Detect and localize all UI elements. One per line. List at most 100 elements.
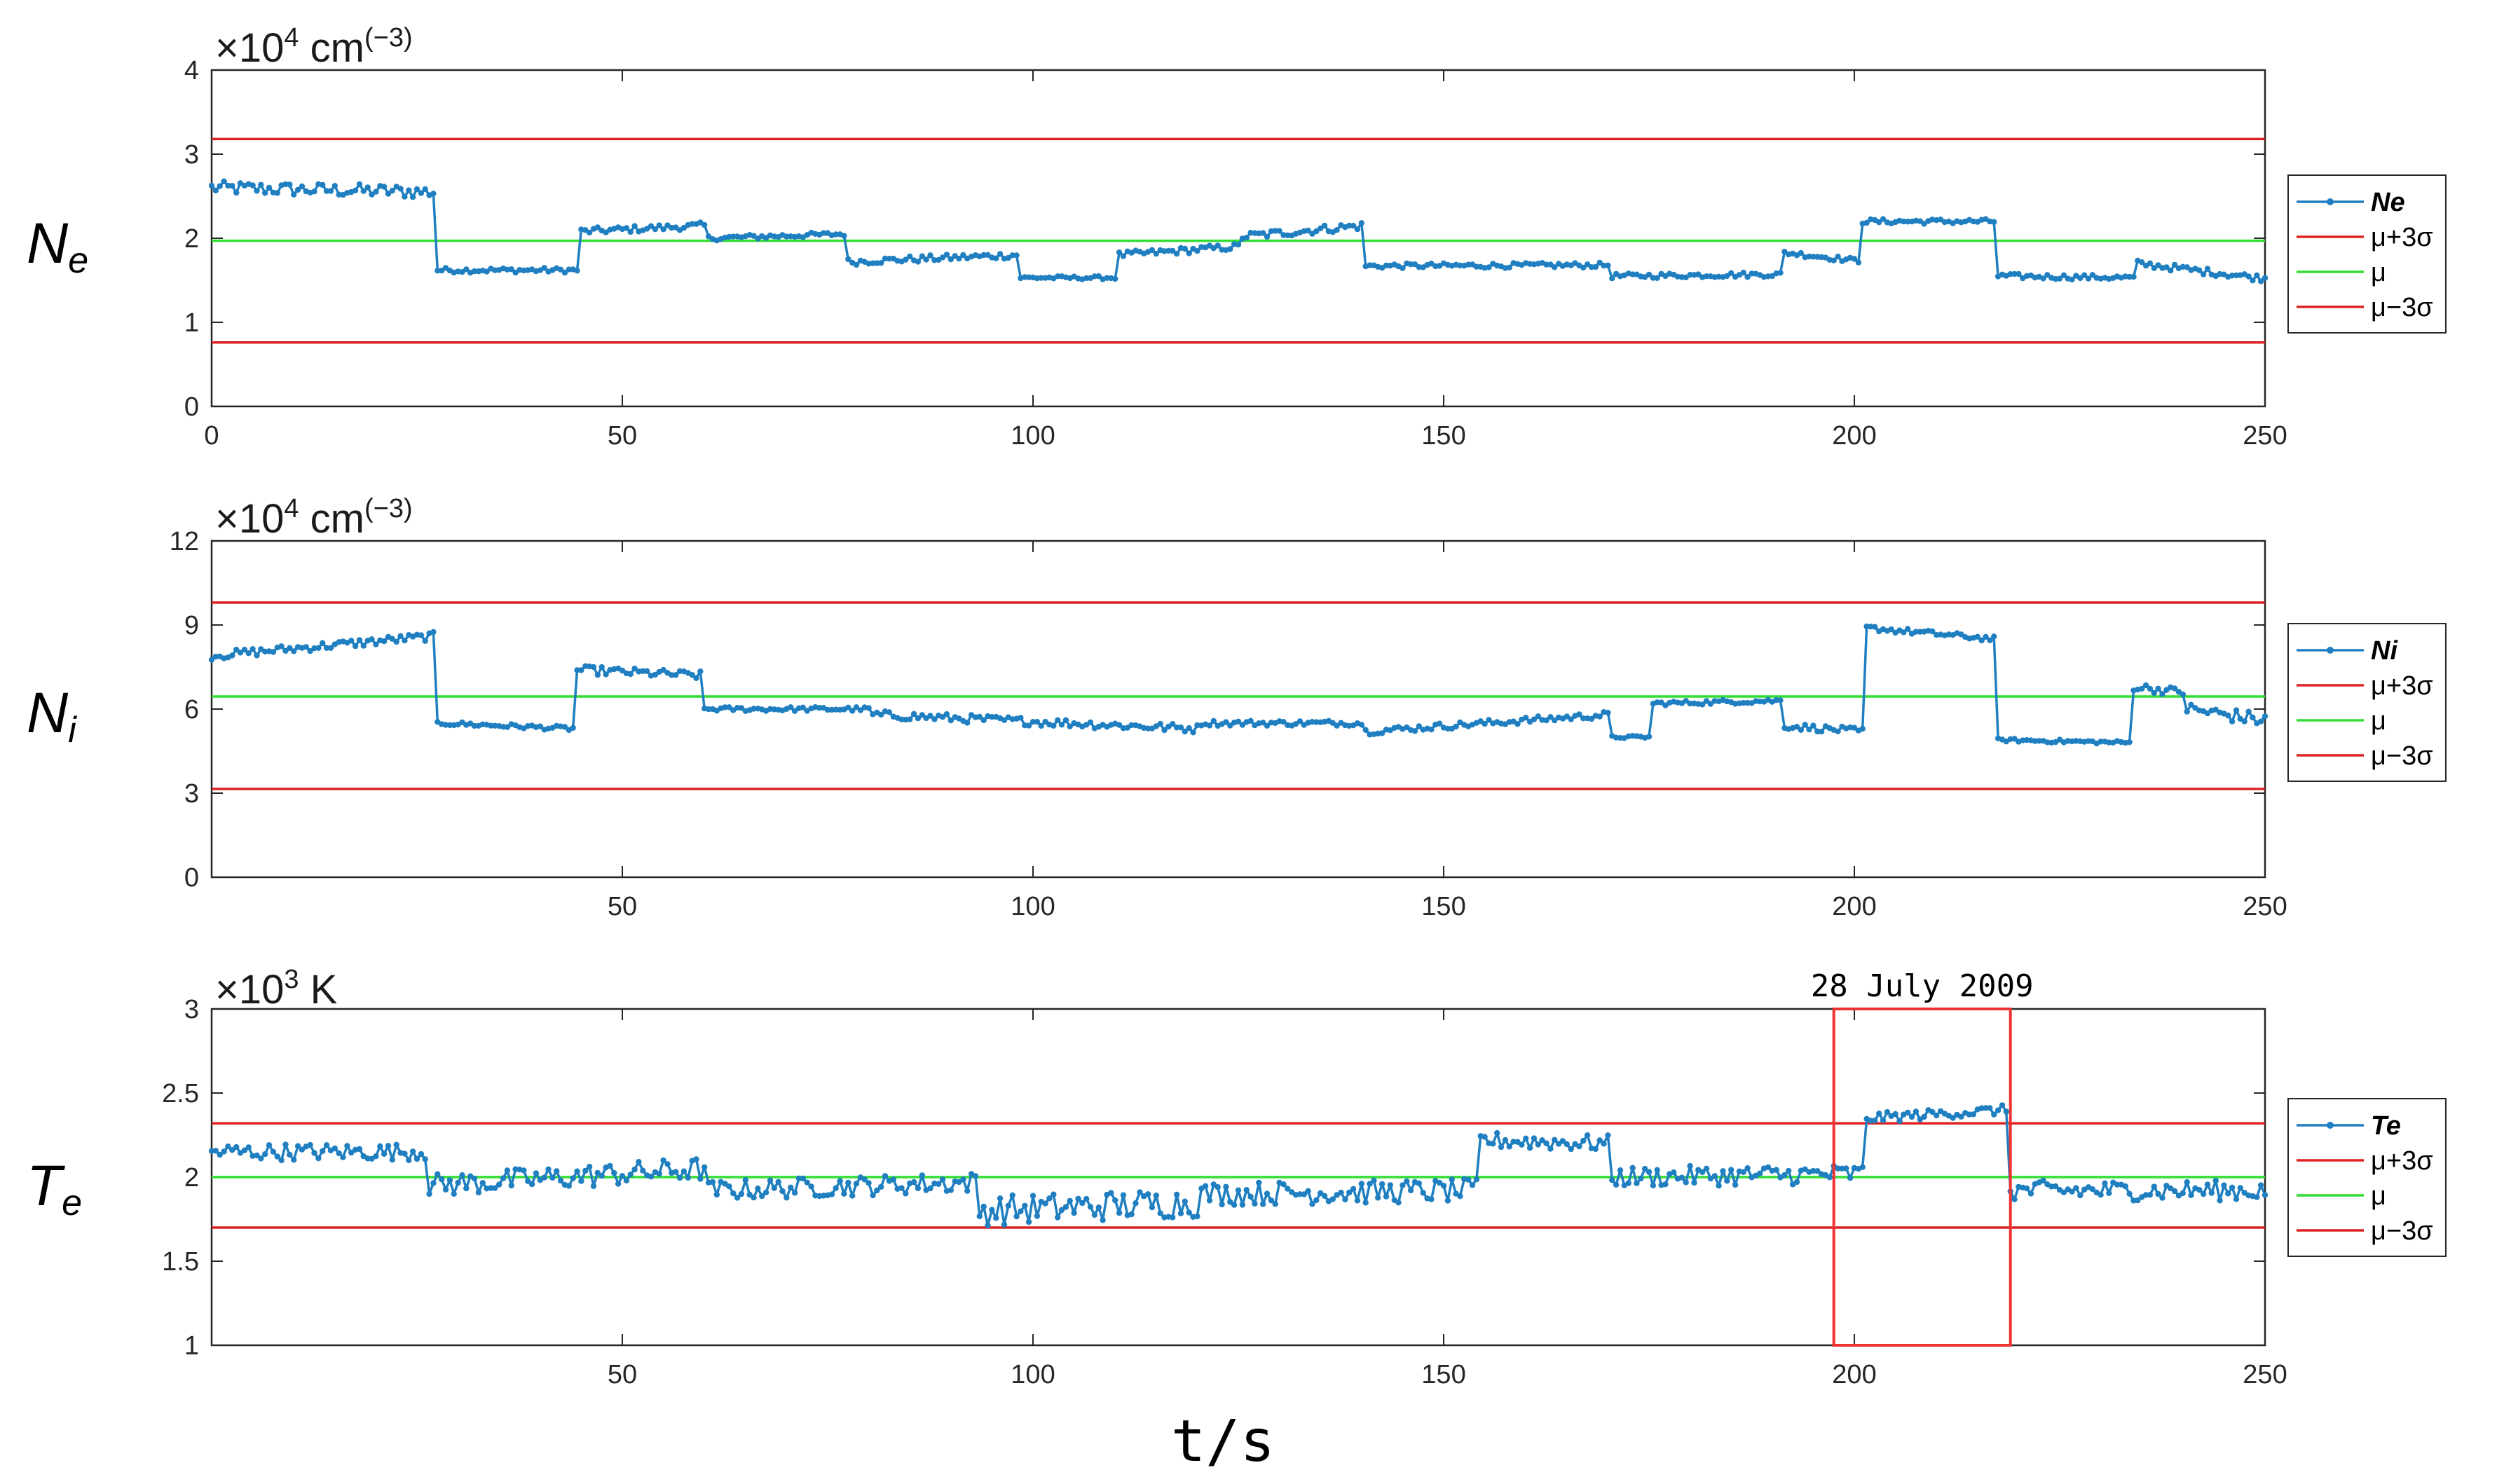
data-point [2114,1181,2121,1188]
data-point [1095,1204,1102,1211]
data-point [1580,715,1587,722]
data-point [1757,1170,1763,1177]
data-point [479,1180,486,1186]
data-point [1058,722,1065,728]
data-point [1055,1214,1061,1221]
x-tick-label: 150 [1421,892,1465,921]
data-point [1826,1174,1833,1181]
data-point [1539,1137,1545,1143]
data-point [2155,262,2161,268]
legend-label: Ne [2371,188,2405,217]
data-point [1872,624,1878,630]
data-point [627,228,634,235]
data-point [697,1176,704,1182]
x-tick-label: 250 [2243,892,2287,921]
data-point [451,1190,457,1197]
data-point [631,223,638,229]
data-point [2089,272,2096,278]
data-point [1383,1193,1390,1200]
data-point [278,643,285,650]
data-point [1210,717,1217,724]
data-point [1547,1146,1554,1152]
data-point [566,1183,572,1189]
data-point [2225,1190,2231,1197]
data-point [435,1171,441,1177]
data-point [1641,1165,1648,1172]
data-point [2250,277,2256,284]
data-point [976,1213,983,1220]
data-point [225,1143,231,1150]
data-point [496,1181,502,1188]
data-point [1001,717,1008,723]
y-tick-label: 2 [184,1163,199,1193]
data-point [660,226,666,233]
data-point [2241,718,2247,724]
y-tick-label: 6 [184,695,199,724]
legend-label: μ+3σ [2371,223,2433,252]
data-point [2204,266,2211,272]
data-point [1523,1135,1529,1142]
data-point [1564,1141,1570,1148]
data-point [1247,717,1254,724]
data-point [1440,1183,1447,1189]
data-point [804,1179,810,1186]
data-point [287,181,293,188]
data-point [1494,1129,1500,1136]
data-point [2036,738,2042,744]
data-point [2147,685,2154,692]
data-point [303,644,309,650]
data-point [1625,1180,1631,1186]
data-point [377,1143,383,1150]
data-point [1400,265,1406,271]
data-point [1908,1113,1915,1120]
data-point [1034,1213,1041,1219]
data-point [722,704,728,710]
data-point [1153,1193,1160,1199]
data-point [1235,241,1242,248]
data-point [861,1176,868,1183]
data-point [676,668,683,675]
data-point [2221,1182,2227,1188]
data-point [291,648,297,654]
data-point [923,256,929,263]
data-point [2250,714,2256,721]
data-point [1055,717,1061,723]
data-point [1802,722,1808,728]
data-point [521,1167,527,1174]
data-point [910,710,917,717]
data-point [927,252,933,259]
x-tick-label: 100 [1011,1360,1055,1389]
data-point [557,1177,564,1184]
legend-marker [2327,647,2334,654]
data-point [504,724,511,730]
data-point [762,1189,769,1196]
data-point [1128,722,1135,729]
data-point [1793,724,1800,730]
data-point [1465,1176,1472,1183]
data-point [623,225,630,231]
data-point [1678,1174,1685,1181]
data-point [730,233,737,240]
data-point [1350,1186,1357,1193]
data-point [406,187,412,193]
data-point [208,182,215,189]
data-point [1724,1178,1730,1184]
data-point [791,1190,798,1196]
unit-label: ×104 cm(−3) [215,494,413,542]
data-point [1018,1208,1024,1215]
data-point [1703,273,1710,280]
data-point [1716,1183,1722,1189]
data-point [1260,720,1266,726]
y-tick-label: 2.5 [162,1079,199,1108]
data-point [1786,1167,1792,1174]
data-point [1580,1137,1587,1144]
data-point [586,1164,593,1170]
data-point [874,1187,880,1194]
data-point [1038,275,1044,281]
data-point [1535,713,1541,720]
data-point [245,1144,252,1150]
data-point [1058,1207,1065,1214]
data-point [1235,1187,1242,1193]
data-point [1161,727,1168,734]
